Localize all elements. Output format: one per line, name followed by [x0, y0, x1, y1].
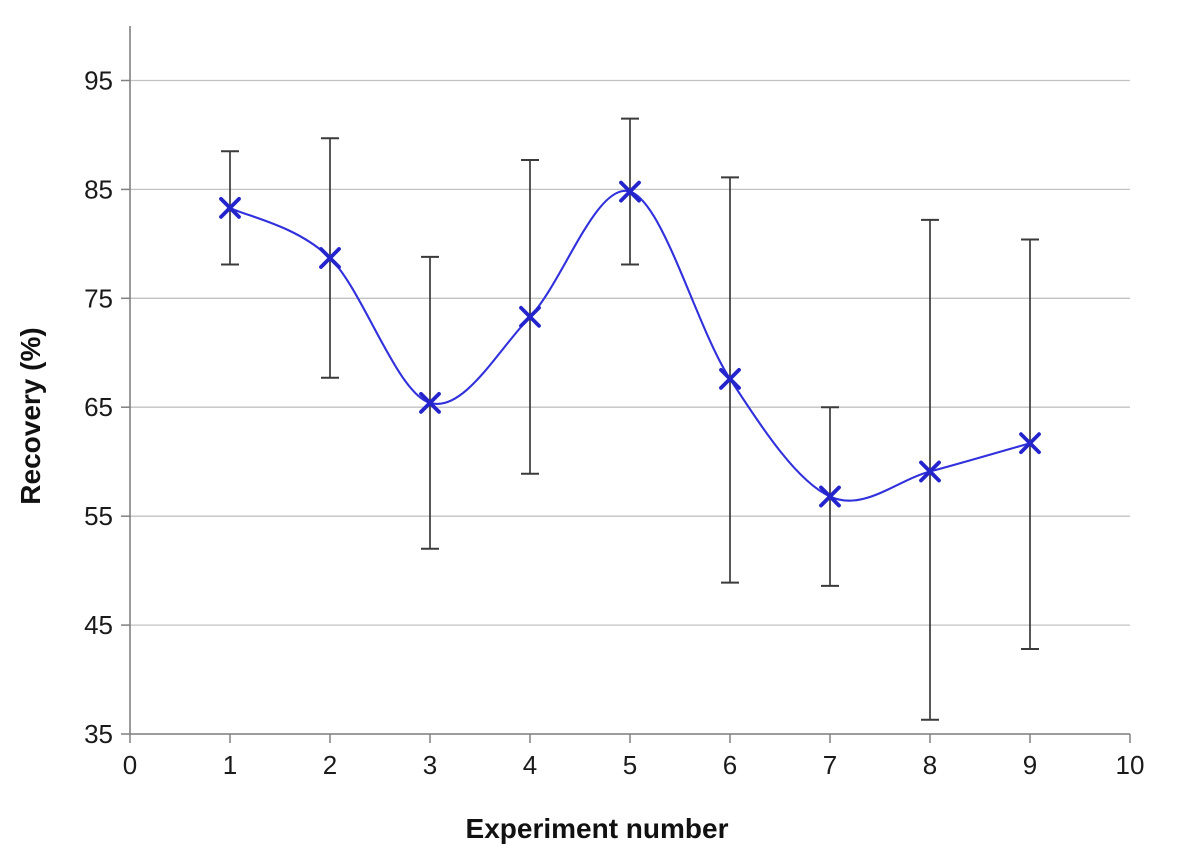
x-tick-label-10: 10 [1116, 750, 1145, 780]
x-tick-label-5: 5 [623, 750, 637, 780]
y-axis-title: Recovery (%) [15, 327, 46, 505]
x-tick-label-6: 6 [723, 750, 737, 780]
y-tick-label-35: 35 [84, 719, 113, 749]
data-point-marker-x6 [719, 367, 741, 390]
series-markers [219, 180, 1041, 508]
data-point-marker-x4 [519, 305, 541, 328]
data-point-marker-x9 [1019, 432, 1041, 455]
data-point-marker-x5 [619, 180, 641, 203]
x-tick-label-7: 7 [823, 750, 837, 780]
x-tick-label-3: 3 [423, 750, 437, 780]
axis-ticks [121, 79, 1131, 743]
y-tick-label-65: 65 [84, 392, 113, 422]
y-tick-label-45: 45 [84, 610, 113, 640]
axis-lines [129, 26, 1130, 735]
data-point-marker-x1 [219, 196, 241, 219]
x-tick-label-2: 2 [323, 750, 337, 780]
y-tick-label-95: 95 [84, 66, 113, 96]
y-tick-label-55: 55 [84, 501, 113, 531]
x-tick-label-0: 0 [123, 750, 137, 780]
x-tick-label-4: 4 [523, 750, 537, 780]
y-tick-label-85: 85 [84, 174, 113, 204]
data-point-marker-x8 [919, 460, 941, 483]
y-tick-label-75: 75 [84, 283, 113, 313]
x-axis-title: Experiment number [465, 813, 729, 844]
data-point-marker-x7 [819, 485, 841, 508]
data-point-marker-x2 [319, 247, 341, 269]
data-point-marker-x3 [419, 391, 441, 414]
x-tick-label-9: 9 [1023, 750, 1037, 780]
error-bars [221, 117, 1039, 721]
x-tick-label-1: 1 [223, 750, 237, 780]
x-tick-label-8: 8 [923, 750, 937, 780]
